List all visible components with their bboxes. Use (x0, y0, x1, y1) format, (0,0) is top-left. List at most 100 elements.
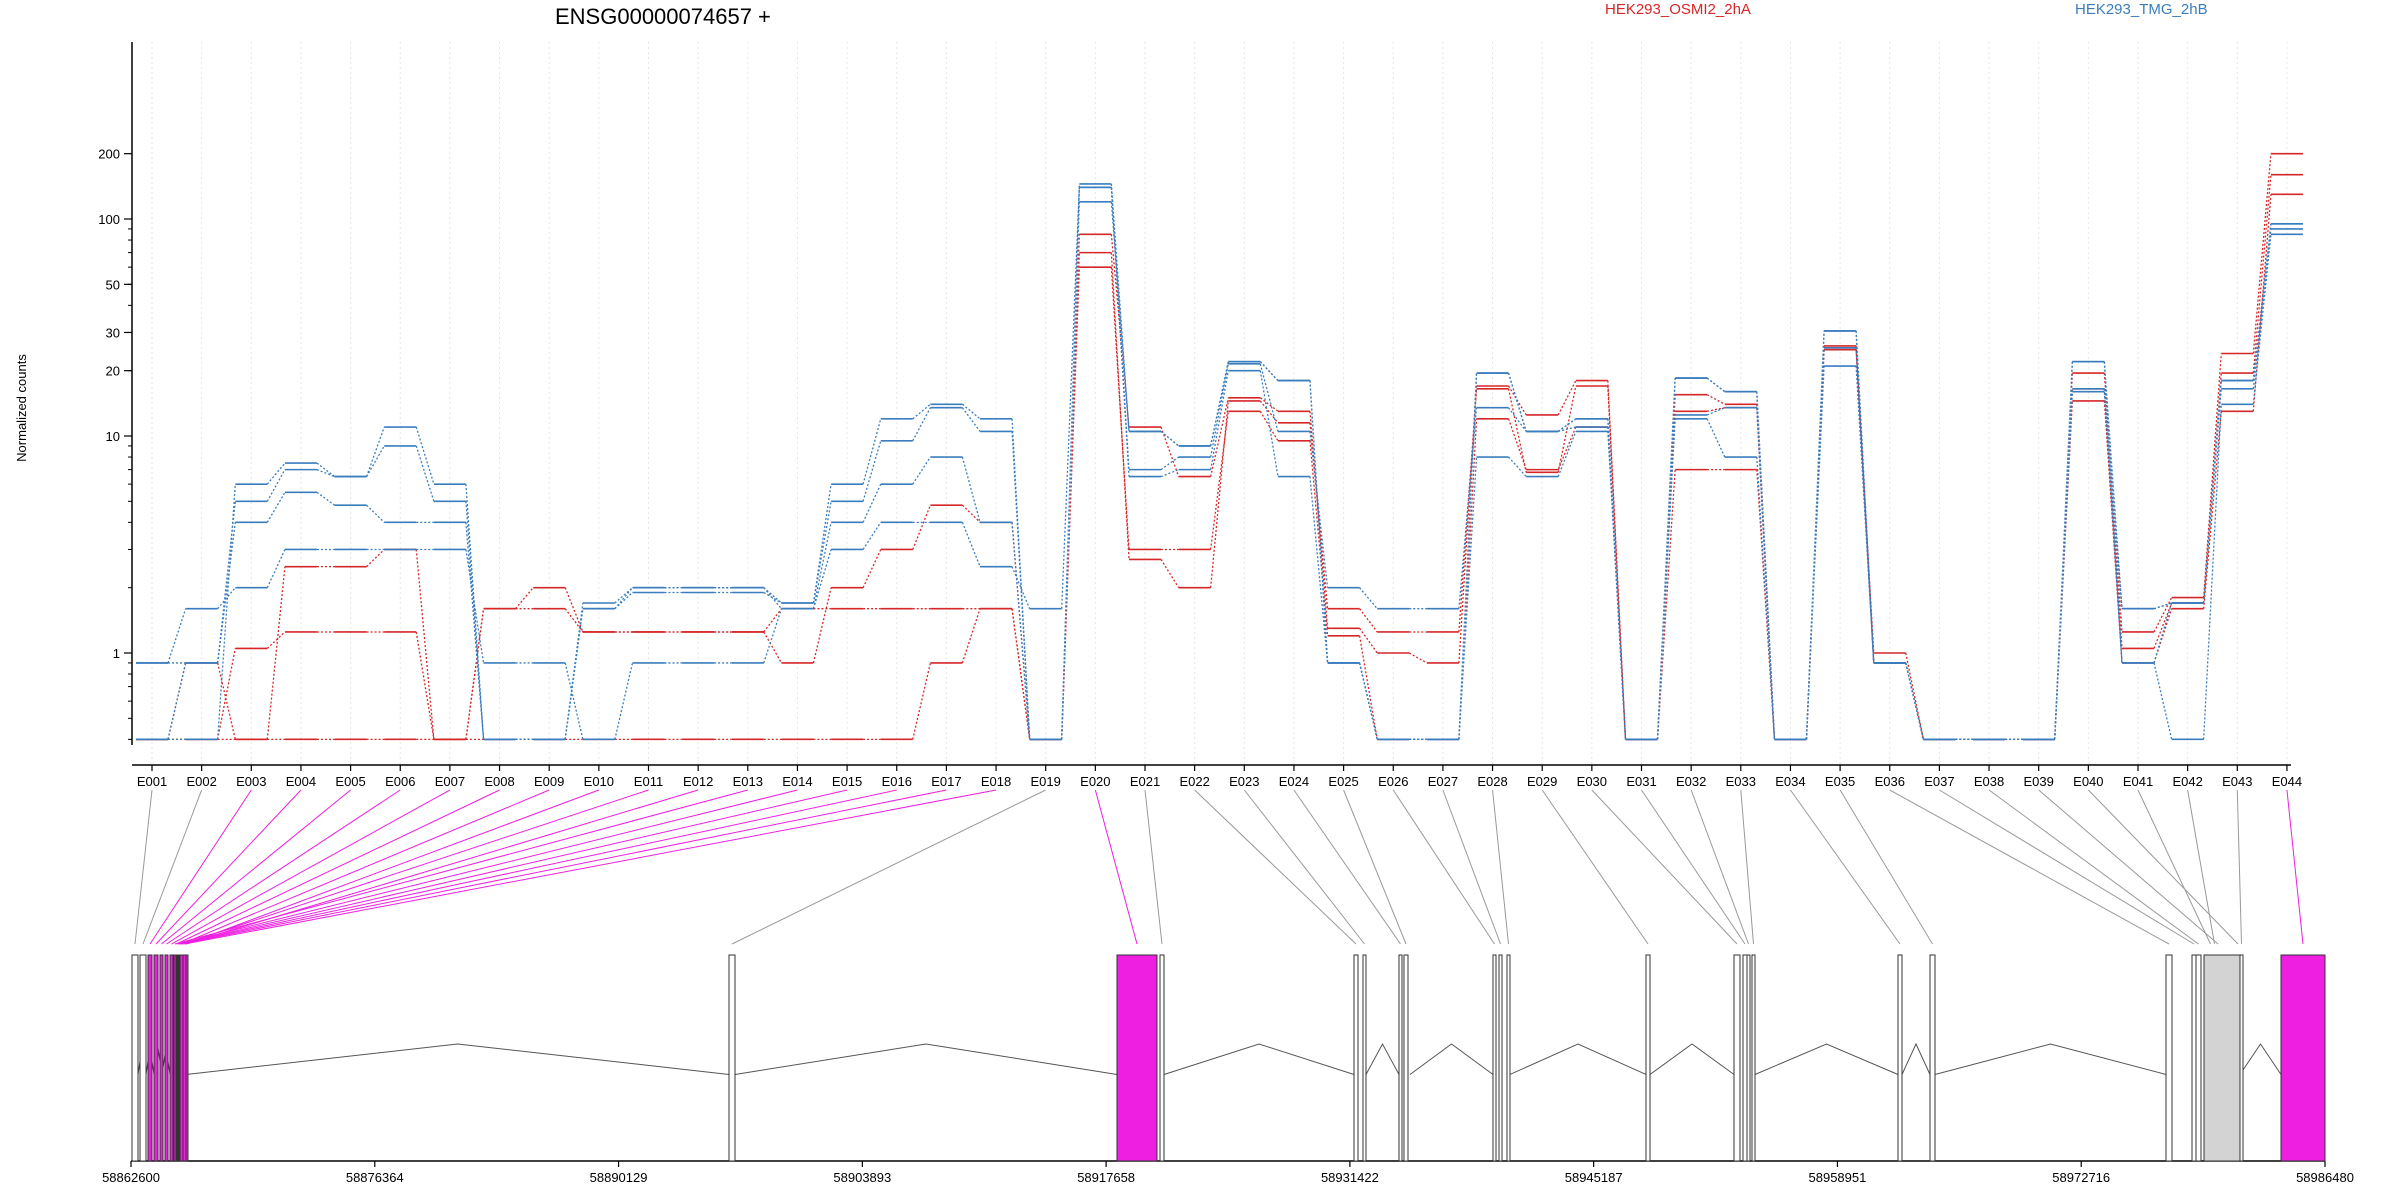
intron-line (2239, 1043, 2282, 1075)
connector (316, 491, 335, 506)
x-tick-label-e012: E012 (683, 774, 713, 789)
y-tick-label: 100 (98, 212, 120, 227)
connector (1259, 361, 1279, 382)
connector (266, 566, 286, 740)
connector (1905, 652, 1925, 740)
connector (2203, 380, 2222, 604)
mapping-line-e037 (1939, 789, 2195, 945)
connector (1458, 373, 1478, 740)
x-tick-label-e008: E008 (484, 774, 514, 789)
connector (1656, 377, 1676, 740)
connector (1706, 377, 1726, 393)
connector (465, 608, 485, 740)
connector (912, 407, 931, 442)
connector (217, 501, 236, 663)
gene-model-track: 58862600 58876364 58890129 58903893 58917658… (102, 789, 2354, 1185)
connector (1110, 183, 1130, 432)
exon-box-e033 (1751, 954, 1756, 1162)
intron-line (1649, 1043, 1735, 1075)
connector (515, 587, 534, 610)
intron-line (1163, 1043, 1355, 1075)
mapping-line-e021 (1144, 789, 1163, 945)
x-tick-label-e025: E025 (1328, 774, 1358, 789)
connector (1855, 347, 1875, 663)
mapping-line-e033 (1740, 789, 1754, 945)
connector (167, 662, 187, 740)
connector (1259, 370, 1279, 477)
intron-line (185, 1043, 730, 1075)
connector (366, 504, 385, 523)
x-tick-label-e003: E003 (236, 774, 266, 789)
series-3 (136, 186, 2303, 741)
connector (266, 549, 286, 588)
mapping-line-e007 (171, 789, 451, 945)
connector (415, 631, 435, 740)
genome-tick-label: 58903893 (833, 1170, 891, 1185)
mapping-line-e028 (1492, 789, 1509, 945)
connector (1210, 363, 1229, 458)
x-tick-label-e042: E042 (2172, 774, 2202, 789)
exon-box-e035 (1929, 954, 1936, 1162)
connector (1359, 608, 1378, 633)
connector (564, 587, 584, 633)
series-0 (136, 193, 2303, 741)
x-tick-label-e004: E004 (286, 774, 316, 789)
x-tick-label-e027: E027 (1428, 774, 1458, 789)
connector (1706, 407, 1726, 416)
connector (415, 445, 435, 502)
mapping-line-e029 (1541, 789, 1649, 945)
mapping-line-e019 (731, 789, 1046, 945)
connector (912, 456, 931, 485)
x-tick-label-e002: E002 (186, 774, 216, 789)
connector (2252, 228, 2272, 389)
plot-area: 1 10 20 30 50 100 200 E001 E002 E003 E004 E005 E006 E… (98, 42, 2303, 789)
mapping-line-e005 (161, 789, 351, 945)
exon-box-e023 (1362, 954, 1367, 1162)
connector (365, 426, 385, 477)
x-tick-label-e037: E037 (1924, 774, 1954, 789)
connector (2054, 388, 2073, 740)
mapping-line-e040 (2087, 789, 2239, 945)
exon-box-e013 (173, 954, 177, 1162)
genome-tick-label: 58945187 (1565, 1170, 1623, 1185)
connector (862, 549, 882, 588)
connector (1558, 426, 1577, 433)
y-axis-label: Normalized counts (14, 354, 29, 462)
connector (862, 521, 882, 550)
connector (1855, 330, 1875, 663)
mapping-line-e002 (142, 789, 203, 945)
mapping-line-e010 (186, 789, 600, 945)
mapping-line-e032 (1690, 789, 1749, 945)
connector (862, 483, 882, 523)
y-tick-label: 200 (98, 147, 120, 162)
x-tick-label-e022: E022 (1179, 774, 1209, 789)
mapping-line-e041 (2137, 789, 2211, 945)
connector (1358, 662, 1378, 740)
exon-box-e038 (2195, 954, 2202, 1162)
x-tick-label-e011: E011 (634, 774, 663, 789)
mapping-line-e018 (184, 789, 997, 945)
connector (1458, 407, 1478, 609)
connector (1160, 430, 1180, 447)
exon-box-e021 (1159, 954, 1165, 1162)
connector (1458, 388, 1478, 633)
x-tick-label-e031: E031 (1626, 774, 1656, 789)
connector (1707, 407, 1725, 412)
connector (1756, 469, 1776, 740)
series-1 (136, 173, 2303, 741)
mapping-line-e030 (1591, 789, 1738, 945)
x-tick-label-e018: E018 (981, 774, 1011, 789)
exon-box-e001 (131, 954, 139, 1162)
exon-box-e024 (1398, 954, 1403, 1162)
exon-box-e005 (159, 954, 164, 1162)
mapping-line-e009 (181, 789, 550, 945)
x-tick-label-e013: E013 (733, 774, 763, 789)
connector (912, 662, 932, 740)
connector (167, 662, 187, 740)
connector (2153, 602, 2173, 649)
series-2 (136, 152, 2303, 741)
genome-tick-label: 58862600 (102, 1170, 160, 1185)
intron-line (734, 1043, 1118, 1075)
x-tick-label-e044: E044 (2272, 774, 2302, 789)
connector (1756, 456, 1776, 740)
